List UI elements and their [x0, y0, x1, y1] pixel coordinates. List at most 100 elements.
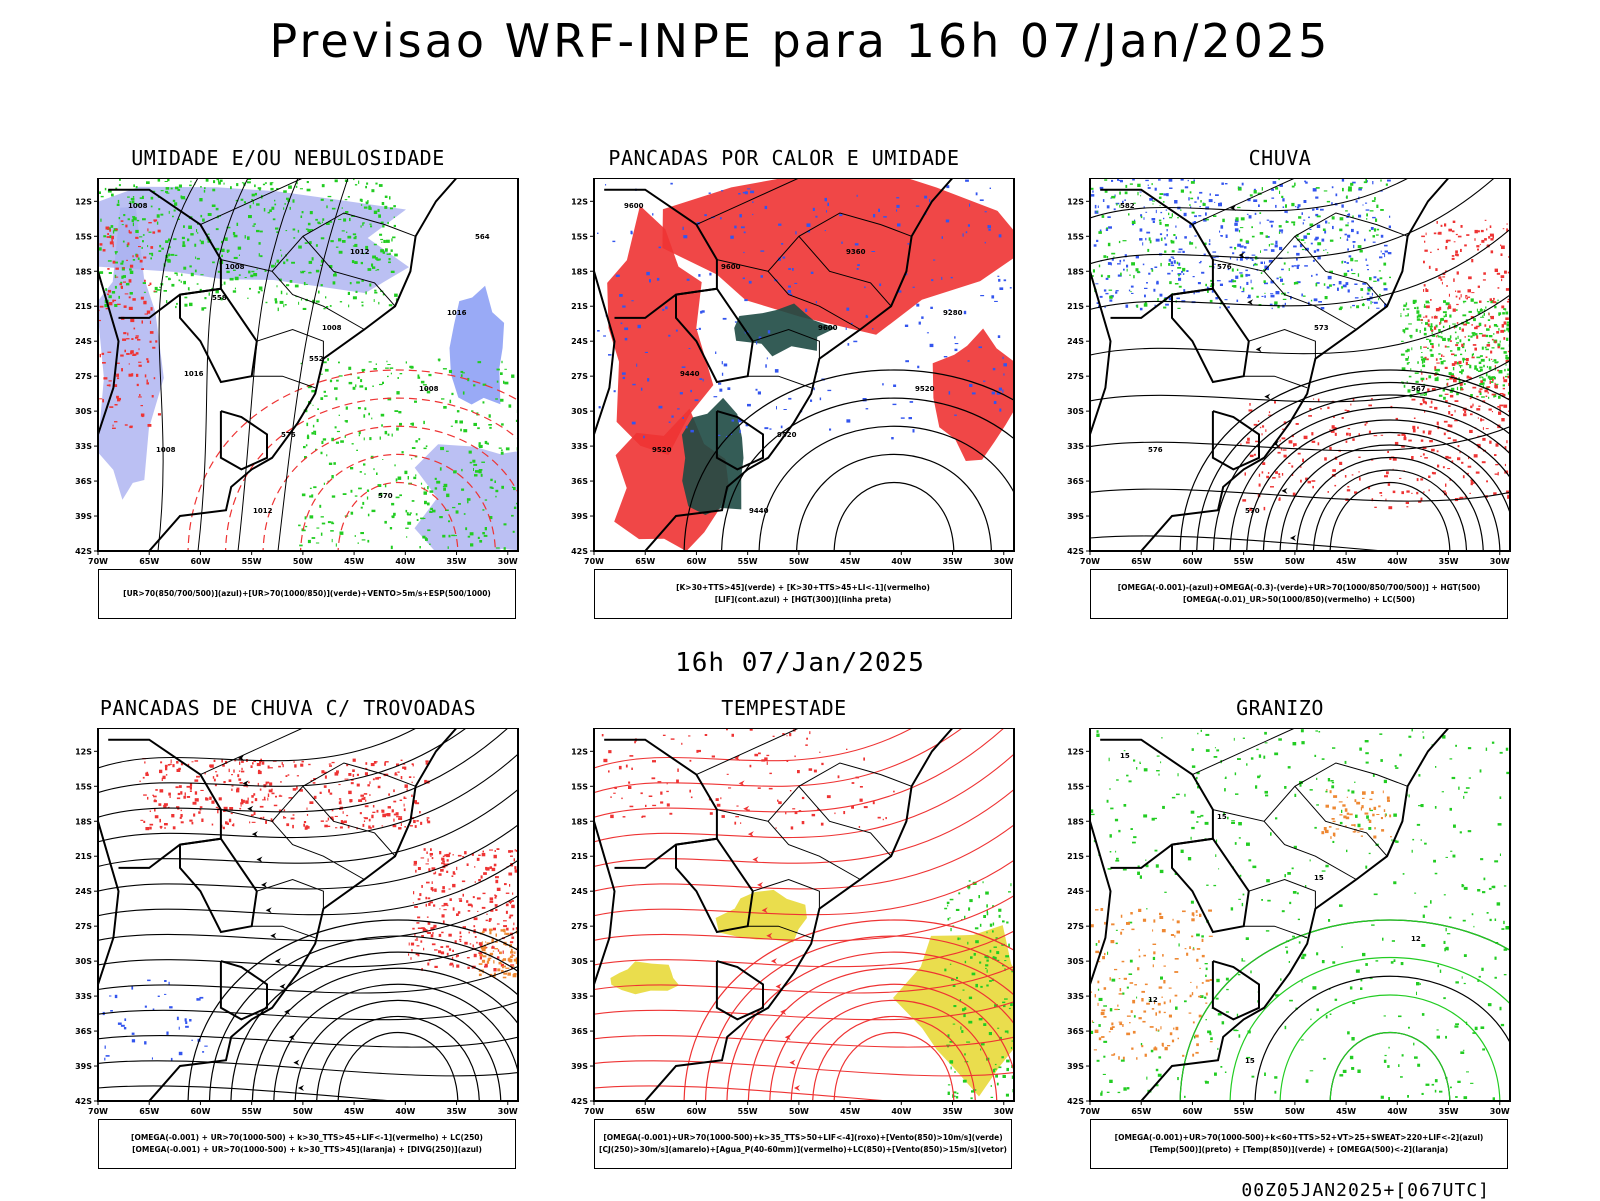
panel-title-chuva: CHUVA	[1050, 146, 1510, 170]
y-tick-label: 33S	[1067, 992, 1084, 1001]
y-tick-label: 42S	[571, 1097, 588, 1106]
y-tick-label: 27S	[75, 922, 92, 931]
contour-label: 9360	[846, 248, 866, 256]
y-tick-label: 30S	[1067, 407, 1084, 416]
y-tick-label: 12S	[1067, 197, 1084, 206]
x-tick-label: 55W	[738, 1107, 758, 1116]
contour-label: 12	[1148, 996, 1158, 1004]
contour-label: 9280	[943, 309, 963, 317]
y-tick-label: 27S	[75, 372, 92, 381]
y-tick-label: 27S	[571, 922, 588, 931]
y-tick-label: 15S	[1067, 232, 1084, 241]
x-tick-label: 45W	[1336, 557, 1356, 566]
x-tick-label: 60W	[1182, 1107, 1202, 1116]
legend-line: [LIF](cont.azul) + [HGT(300)](linha pret…	[715, 594, 892, 606]
map-content	[574, 728, 1019, 1108]
contour-label: 1016	[447, 309, 467, 317]
y-tick-label: 21S	[75, 852, 92, 861]
y-tick-label: 24S	[571, 887, 588, 896]
x-tick-label: 70W	[1080, 1107, 1100, 1116]
y-tick-label: 21S	[1067, 852, 1084, 861]
contour-label: 570	[378, 492, 393, 500]
x-tick-label: 40W	[891, 557, 911, 566]
contour-label: 9440	[749, 507, 769, 515]
map-content: 1008100810081008100810121012101610165765…	[78, 178, 523, 568]
x-tick-label: 45W	[344, 557, 364, 566]
y-tick-label: 36S	[1067, 1027, 1084, 1036]
y-tick-label: 12S	[75, 747, 92, 756]
legend-box-trovoadas: [OMEGA(-0.001) + UR>70(1000-500) + k>30_…	[98, 1119, 516, 1169]
x-tick-label: 65W	[635, 1107, 655, 1116]
y-tick-label: 12S	[1067, 747, 1084, 756]
contour-label: 576	[1217, 263, 1232, 271]
contour-label: 567	[1411, 385, 1426, 393]
contour-label: 552	[309, 355, 324, 363]
contour-label: 15	[1217, 813, 1227, 821]
y-tick-label: 30S	[571, 957, 588, 966]
contour-label: 9600	[818, 324, 838, 332]
contour-label: 12	[1411, 935, 1421, 943]
legend-line: [UR>70(850/700/500)](azul)+[UR>70(1000/8…	[123, 588, 491, 600]
y-tick-label: 12S	[75, 197, 92, 206]
legend-box-pancadas-calor: [K>30+TTS>45](verde) + [K>30+TTS>45+LI<-…	[594, 569, 1012, 619]
panel-title-umidade: UMIDADE E/OU NEBULOSIDADE	[58, 146, 518, 170]
x-tick-label: 40W	[891, 1107, 911, 1116]
x-tick-label: 30W	[1490, 557, 1510, 566]
y-tick-label: 39S	[571, 512, 588, 521]
y-tick-label: 21S	[571, 302, 588, 311]
x-tick-label: 40W	[395, 557, 415, 566]
contour-label: 1008	[322, 324, 342, 332]
contour-label: 573	[1314, 324, 1329, 332]
x-tick-label: 35W	[447, 1107, 467, 1116]
y-tick-label: 18S	[1067, 267, 1084, 276]
x-tick-label: 55W	[242, 1107, 262, 1116]
map-panel-pancadas-calor: 9600960096009520952094409360928094409520…	[554, 178, 1018, 571]
y-tick-label: 18S	[571, 267, 588, 276]
y-tick-label: 27S	[571, 372, 588, 381]
x-tick-label: 70W	[584, 557, 604, 566]
legend-box-umidade: [UR>70(850/700/500)](azul)+[UR>70(1000/8…	[98, 569, 516, 619]
contour-label: 1008	[128, 202, 148, 210]
y-tick-label: 27S	[1067, 372, 1084, 381]
map-content	[78, 728, 523, 1108]
legend-line: [OMEGA(-0.001)+UR>70(1000-500)+k>35_TTS>…	[603, 1132, 1002, 1144]
contour-label: 1008	[156, 446, 176, 454]
x-tick-label: 35W	[943, 557, 963, 566]
x-tick-label: 55W	[738, 557, 758, 566]
y-tick-label: 21S	[571, 852, 588, 861]
x-tick-label: 30W	[498, 1107, 518, 1116]
x-tick-label: 40W	[395, 1107, 415, 1116]
x-tick-label: 65W	[1131, 1107, 1151, 1116]
contour-label: 15	[1245, 1057, 1255, 1065]
x-tick-label: 55W	[242, 557, 262, 566]
y-tick-label: 30S	[75, 407, 92, 416]
x-tick-label: 45W	[840, 557, 860, 566]
contour-label: 564	[475, 233, 490, 241]
x-tick-label: 35W	[1439, 1107, 1459, 1116]
x-tick-label: 35W	[447, 557, 467, 566]
y-tick-label: 12S	[571, 197, 588, 206]
y-tick-label: 36S	[75, 1027, 92, 1036]
contour-label: 1012	[350, 248, 370, 256]
contour-label: 9440	[680, 370, 700, 378]
x-tick-label: 50W	[293, 557, 313, 566]
x-tick-label: 50W	[293, 1107, 313, 1116]
legend-line: [OMEGA(-0.001) + UR>70(1000-500) + k>30_…	[132, 1144, 482, 1156]
legend-box-tempestade: [OMEGA(-0.001)+UR>70(1000-500)+k>35_TTS>…	[594, 1119, 1012, 1169]
y-tick-label: 18S	[571, 817, 588, 826]
x-tick-label: 60W	[190, 557, 210, 566]
y-tick-label: 33S	[1067, 442, 1084, 451]
y-tick-label: 12S	[571, 747, 588, 756]
x-tick-label: 40W	[1387, 1107, 1407, 1116]
y-tick-label: 42S	[75, 1097, 92, 1106]
y-tick-label: 27S	[1067, 922, 1084, 931]
y-tick-label: 30S	[1067, 957, 1084, 966]
y-tick-label: 24S	[75, 887, 92, 896]
y-tick-label: 33S	[75, 442, 92, 451]
main-title: Previsao WRF-INPE para 16h 07/Jan/2025	[0, 14, 1600, 68]
